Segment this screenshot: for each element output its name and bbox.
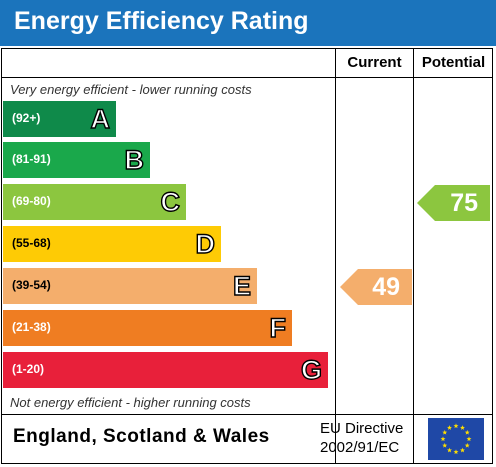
flag-star bbox=[442, 429, 448, 435]
page-title: Energy Efficiency Rating bbox=[14, 7, 309, 35]
band-letter: F bbox=[269, 312, 287, 343]
flag-star bbox=[460, 447, 465, 453]
band-a: (92+) A bbox=[3, 101, 116, 137]
flag-star bbox=[453, 449, 459, 455]
footer-country: England, Scotland & Wales bbox=[13, 426, 270, 447]
band-letter: D bbox=[195, 228, 216, 259]
band-range-label: (39-54) bbox=[12, 278, 51, 292]
band-range-label: (69-80) bbox=[12, 194, 51, 208]
note-efficient: Very energy efficient - lower running co… bbox=[10, 82, 252, 97]
flag-star bbox=[440, 436, 446, 442]
flag-star bbox=[453, 423, 459, 429]
band-c: (69-80) C bbox=[3, 184, 186, 220]
band-letter: G bbox=[300, 354, 322, 385]
header-bar: Energy Efficiency Rating bbox=[0, 0, 496, 46]
flag-star bbox=[466, 436, 472, 442]
current-rating-arrow: 49 bbox=[340, 269, 412, 305]
footer-row-divider bbox=[1, 414, 493, 415]
current-rating-value: 49 bbox=[372, 273, 400, 301]
directive-line-1: EU Directive bbox=[320, 420, 404, 437]
band-range-label: (21-38) bbox=[12, 320, 51, 334]
band-letter: E bbox=[232, 270, 251, 301]
flag-star bbox=[464, 429, 470, 435]
column-divider-current bbox=[335, 48, 336, 464]
potential-column-header: Potential bbox=[421, 54, 486, 71]
potential-rating-value: 75 bbox=[450, 189, 478, 217]
column-divider-potential bbox=[413, 48, 414, 464]
flag-star bbox=[442, 442, 448, 448]
band-letter: B bbox=[124, 144, 145, 175]
band-d: (55-68) D bbox=[3, 226, 221, 262]
eu-flag-icon bbox=[428, 418, 484, 460]
flag-star bbox=[460, 425, 465, 430]
current-column-header: Current bbox=[347, 54, 402, 71]
potential-rating-arrow: 75 bbox=[417, 185, 490, 221]
band-letter: C bbox=[160, 186, 181, 217]
band-g: (1-20) G bbox=[3, 352, 328, 388]
band-range-label: (1-20) bbox=[12, 362, 45, 376]
directive-line-2: 2002/91/EC bbox=[320, 439, 400, 456]
flag-star bbox=[464, 442, 470, 448]
band-range-label: (81-91) bbox=[12, 152, 51, 166]
rating-frame bbox=[1, 48, 493, 464]
band-range-label: (55-68) bbox=[12, 236, 51, 250]
header-row-divider bbox=[1, 77, 493, 78]
band-range-label: (92+) bbox=[12, 111, 41, 125]
band-b: (81-91) B bbox=[3, 142, 150, 178]
band-letter: A bbox=[90, 103, 111, 134]
band-e: (39-54) E bbox=[3, 268, 257, 304]
band-f: (21-38) F bbox=[3, 310, 292, 346]
note-inefficient: Not energy efficient - higher running co… bbox=[10, 395, 251, 410]
flag-star bbox=[447, 425, 452, 430]
flag-star bbox=[447, 447, 452, 453]
